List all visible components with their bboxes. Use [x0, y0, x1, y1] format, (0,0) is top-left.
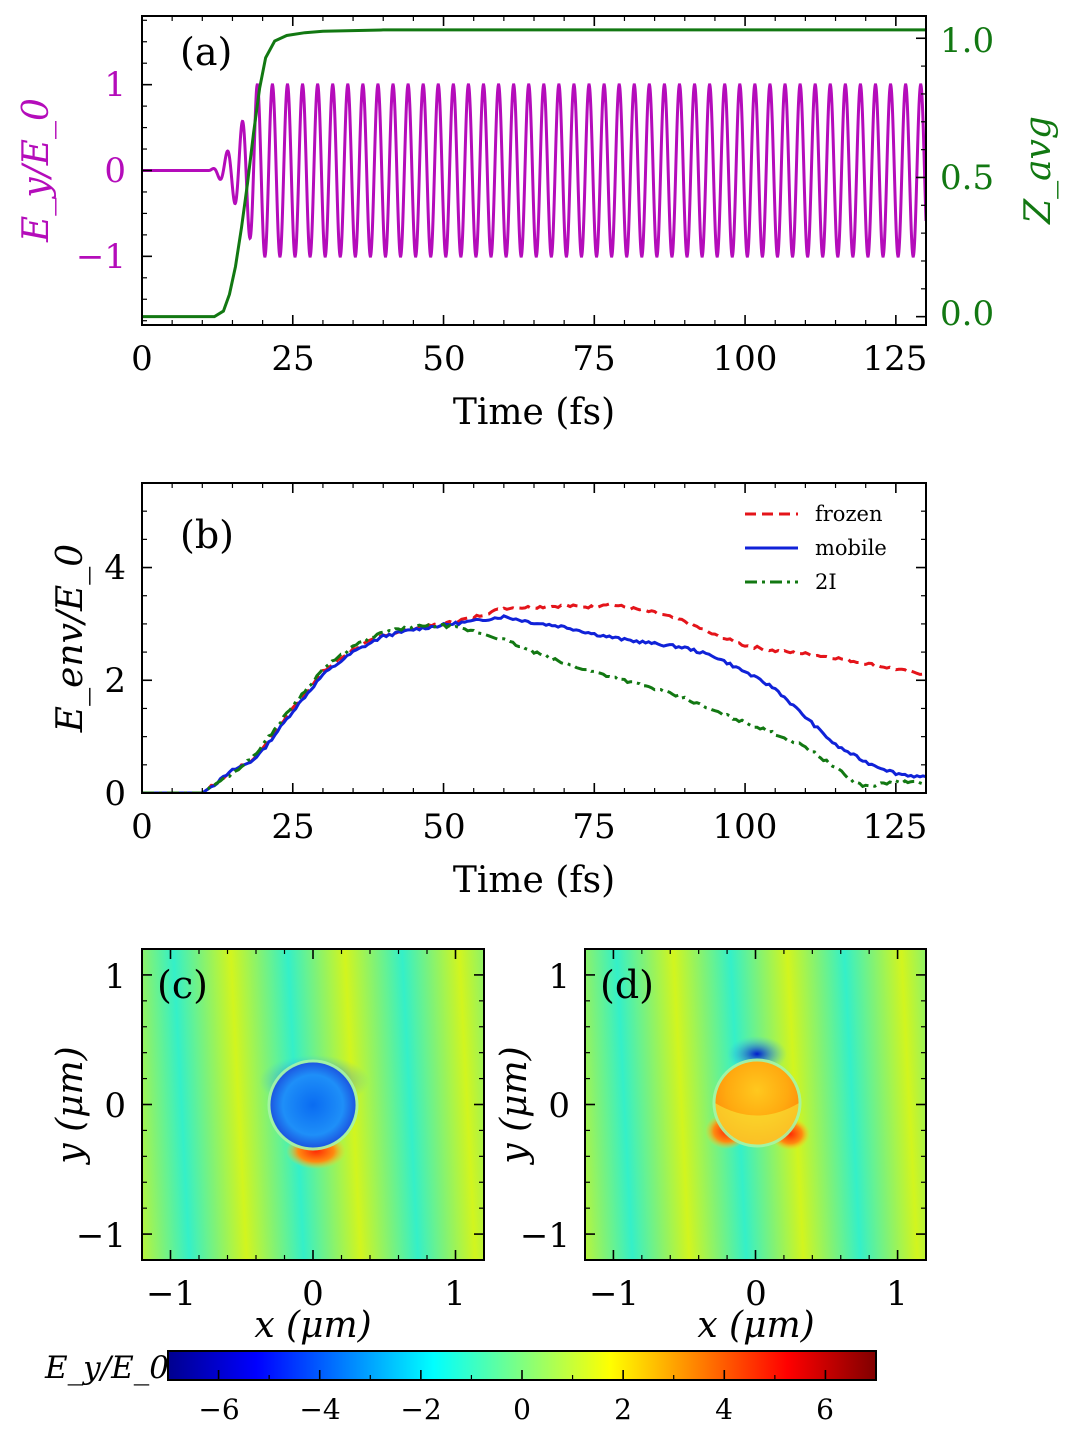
a-y2label: Z_avg [1018, 116, 1059, 225]
particle-rim-c [267, 1059, 359, 1151]
d-xtick-0: 0 [745, 1274, 767, 1314]
colorbar: E_y/E_0 −6 −4 −2 0 2 4 6 [44, 1350, 877, 1426]
legend-label-frozen: frozen [815, 502, 882, 526]
a-y2tick-05: 0.5 [940, 158, 994, 198]
a-y2tick-1: 1.0 [940, 21, 994, 61]
b-xtick-0: 0 [131, 807, 153, 847]
b-xtick-4: 100 [713, 807, 778, 847]
legend-label-mobile: mobile [815, 536, 887, 560]
panel-a: (a) 0 25 50 75 100 125 1 0 −1 1.0 0.5 0.… [16, 15, 1059, 433]
a-ytick-m1: −1 [76, 237, 126, 277]
c-ytick-0: 0 [104, 1086, 126, 1126]
d-xtick-1: 1 [886, 1274, 908, 1314]
c-xtick-0: 0 [302, 1274, 324, 1314]
a-xtick-4: 100 [713, 339, 778, 379]
d-ylabel: y (μm) [494, 1046, 535, 1165]
panel-label-b: (b) [180, 513, 234, 557]
c-ylabel: y (μm) [50, 1046, 91, 1165]
panel-label-c: (c) [157, 963, 208, 1007]
b-xtick-2: 50 [422, 807, 465, 847]
b-ytick-2: 2 [104, 661, 126, 701]
ticks-d [584, 948, 927, 1261]
particle-c [270, 1062, 356, 1148]
panel-b: (b) frozen mobile 2I 0 25 50 75 100 125 … [50, 482, 928, 901]
axes-frame-b [141, 482, 927, 794]
b-ytick-0: 0 [104, 774, 126, 814]
legend-label-2i: 2I [815, 570, 837, 594]
c-xtick-1: 1 [444, 1274, 466, 1314]
a-xtick-0: 0 [131, 339, 153, 379]
a-ytick-1: 1 [104, 65, 126, 105]
d-ytick-1: 1 [548, 957, 570, 997]
b-ytick-4: 4 [104, 548, 126, 588]
cb-tick-m4: −4 [299, 1393, 340, 1426]
ticks-b [141, 482, 927, 794]
series-ey [142, 83, 926, 258]
particle-lower-d [715, 1103, 799, 1145]
cb-tick-m2: −2 [400, 1393, 441, 1426]
a-xlabel: Time (fs) [453, 392, 615, 433]
d-ytick-m1: −1 [520, 1216, 570, 1256]
panel-c: (c) −1 0 1 1 0 −1 x (μm) y (μm) [50, 948, 485, 1346]
b-xtick-3: 75 [572, 807, 615, 847]
ticks-c [141, 948, 485, 1261]
cb-tick-m6: −6 [198, 1393, 239, 1426]
a-y2tick-0: 0.0 [940, 294, 994, 334]
c-ytick-m1: −1 [76, 1216, 126, 1256]
axes-frame-a [141, 15, 927, 326]
a-ytick-0: 0 [104, 151, 126, 191]
a-xtick-5: 125 [863, 339, 928, 379]
ticks-a [141, 16, 927, 325]
d-ytick-0: 0 [548, 1086, 570, 1126]
c-xlabel: x (μm) [254, 1305, 371, 1346]
b-xtick-1: 25 [271, 807, 314, 847]
a-xtick-2: 50 [422, 339, 465, 379]
d-xtick-m1: −1 [589, 1274, 639, 1314]
b-xlabel: Time (fs) [453, 860, 615, 901]
series-2i [142, 622, 926, 793]
c-xtick-m1: −1 [146, 1274, 196, 1314]
cb-tick-6: 6 [816, 1393, 834, 1426]
cb-tick-0: 0 [513, 1393, 531, 1426]
series-frozen [142, 602, 926, 793]
series-zavg [142, 28, 926, 319]
panel-label-a: (a) [180, 30, 232, 74]
colorbar-ticks [167, 1370, 877, 1380]
legend: frozen mobile 2I [745, 502, 887, 594]
d-xlabel: x (μm) [697, 1305, 814, 1346]
particle-rim-d [712, 1058, 802, 1148]
c-ytick-1: 1 [104, 957, 126, 997]
series-mobile [142, 614, 926, 793]
a-xtick-1: 25 [271, 339, 314, 379]
a-ylabel: E_y/E_0 [16, 98, 57, 243]
panel-d: (d) −1 0 1 1 0 −1 x (μm) y (μm) [494, 948, 927, 1346]
a-xtick-3: 75 [572, 339, 615, 379]
b-xtick-5: 125 [863, 807, 928, 847]
cb-tick-2: 2 [614, 1393, 632, 1426]
colorbar-label: E_y/E_0 [44, 1350, 169, 1386]
cb-tick-4: 4 [715, 1393, 733, 1426]
b-ylabel: E_env/E_0 [50, 544, 91, 733]
panel-label-d: (d) [600, 963, 654, 1007]
